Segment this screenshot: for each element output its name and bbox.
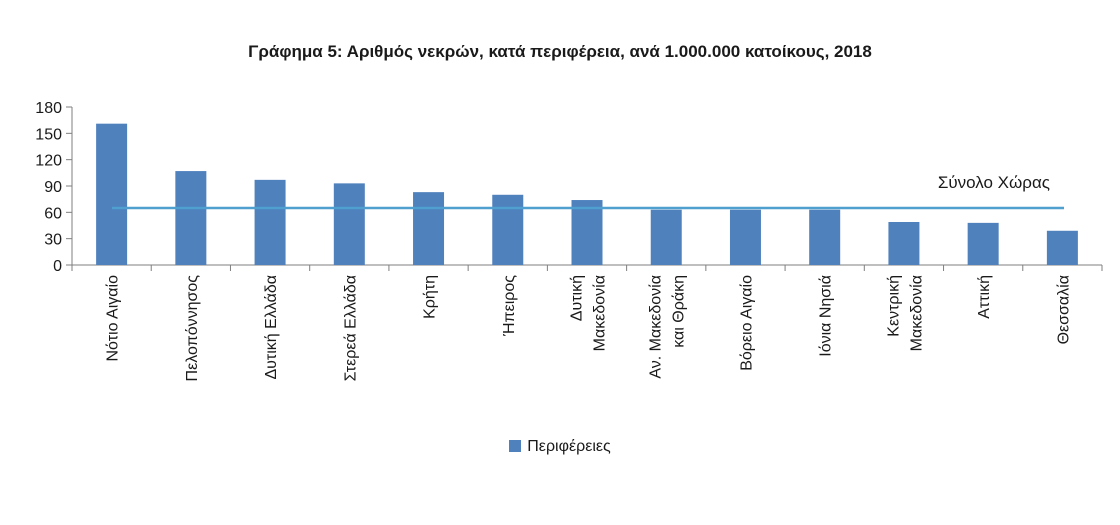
bar [413, 192, 445, 265]
chart-title: Γράφημα 5: Αριθμός νεκρών, κατά περιφέρε… [248, 42, 872, 61]
bar [333, 183, 365, 265]
bar [254, 179, 286, 265]
x-tick-label: Δυτική [569, 275, 586, 321]
x-tick-label: Αν. Μακεδονία [648, 275, 665, 379]
bar [1046, 230, 1078, 265]
y-tick-label: 90 [44, 179, 62, 196]
bar [888, 221, 920, 265]
x-tick-label: Κρήτη [422, 275, 439, 319]
x-axis [71, 264, 1103, 271]
y-tick-label: 120 [35, 153, 62, 170]
bar [967, 222, 999, 265]
x-tick-label: και Θράκη [671, 275, 688, 348]
bar [650, 209, 682, 265]
bar [492, 194, 524, 265]
x-tick-label: Μακεδονία [908, 275, 925, 351]
x-tick-label: Μακεδονία [592, 275, 609, 351]
y-tick-label: 180 [35, 100, 62, 117]
legend-swatch [509, 440, 522, 452]
x-tick-label: Αττική [976, 275, 993, 319]
reference-line-label: Σύνολο Χώρας [938, 173, 1050, 192]
x-tick-label: Νότιο Αιγαίο [105, 275, 122, 362]
reference-line-group: Σύνολο Χώρας [112, 173, 1064, 210]
y-axis: 0 30 60 90 120 150 180 [35, 100, 73, 275]
x-tick-label: Ήπειρος [501, 275, 518, 337]
bar [729, 209, 761, 265]
x-tick-label: Θεσσαλία [1055, 275, 1072, 344]
legend: Περιφέρειες [0, 438, 1120, 456]
bar [96, 123, 128, 265]
x-tick-label: Στερεά Ελλάδα [342, 275, 359, 381]
y-tick-label: 150 [35, 126, 62, 143]
y-tick-label: 60 [44, 205, 62, 222]
bar [571, 200, 603, 265]
bar [809, 209, 841, 265]
x-tick-label: Κεντρική [885, 275, 902, 337]
bars [96, 123, 1078, 265]
legend-label: Περιφέρειες [527, 438, 611, 455]
x-tick-label: Δυτική Ελλάδα [263, 275, 280, 380]
x-tick-labels: Νότιο Αιγαίο Πελοπόννησος Δυτική Ελλάδα Στε… [105, 275, 1073, 382]
x-tick-label: Πελοπόννησος [184, 275, 201, 382]
y-tick-label: 30 [44, 232, 62, 249]
y-tick-label: 0 [53, 258, 62, 275]
x-tick-label: Βόρειο Αιγαίο [738, 275, 755, 371]
bar [175, 171, 207, 265]
x-tick-label: Ιόνια Νησιά [818, 275, 835, 357]
